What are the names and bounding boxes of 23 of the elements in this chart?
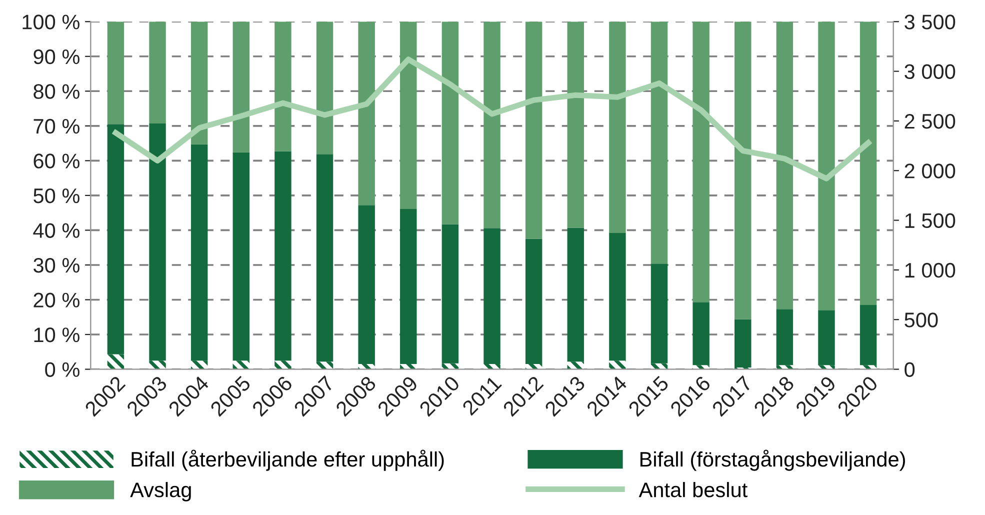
y2-tick-label: 0	[904, 362, 915, 378]
y-tick-label: 0 %	[45, 362, 80, 378]
y-tick-label: 50 %	[34, 188, 80, 204]
y2-tick-label: 3 500	[904, 14, 956, 30]
y2-tick-label: 1 500	[905, 213, 956, 228]
y-tick-label: 10 %	[34, 327, 80, 342]
y-tick-label: 80 %	[34, 84, 80, 99]
y2-tick-label: 3 000	[904, 64, 956, 80]
y-tick-label: 20 %	[34, 292, 80, 308]
y2-tick-label: 2 500	[904, 114, 956, 129]
legend-label: Avslag	[130, 482, 191, 502]
y-tick-label: 60 %	[34, 154, 80, 168]
y-tick-label: 90 %	[34, 49, 80, 64]
y2-tick-label: 500	[904, 312, 938, 328]
y-tick-label: 30 %	[34, 258, 80, 273]
y2-tick-label: 1 000	[905, 262, 956, 278]
legend-label: Antal beslut	[638, 482, 748, 498]
y2-tick-label: 2 000	[904, 164, 956, 178]
legend-label: Bifall (förstagångsbeviljande)	[640, 450, 905, 471]
y-tick-label: 70 %	[34, 118, 80, 134]
legend-label: Bifall (återbeviljande efter upphåll)	[132, 450, 444, 471]
y-tick-label: 100 %	[22, 14, 80, 30]
y-tick-label: 40 %	[33, 223, 80, 238]
